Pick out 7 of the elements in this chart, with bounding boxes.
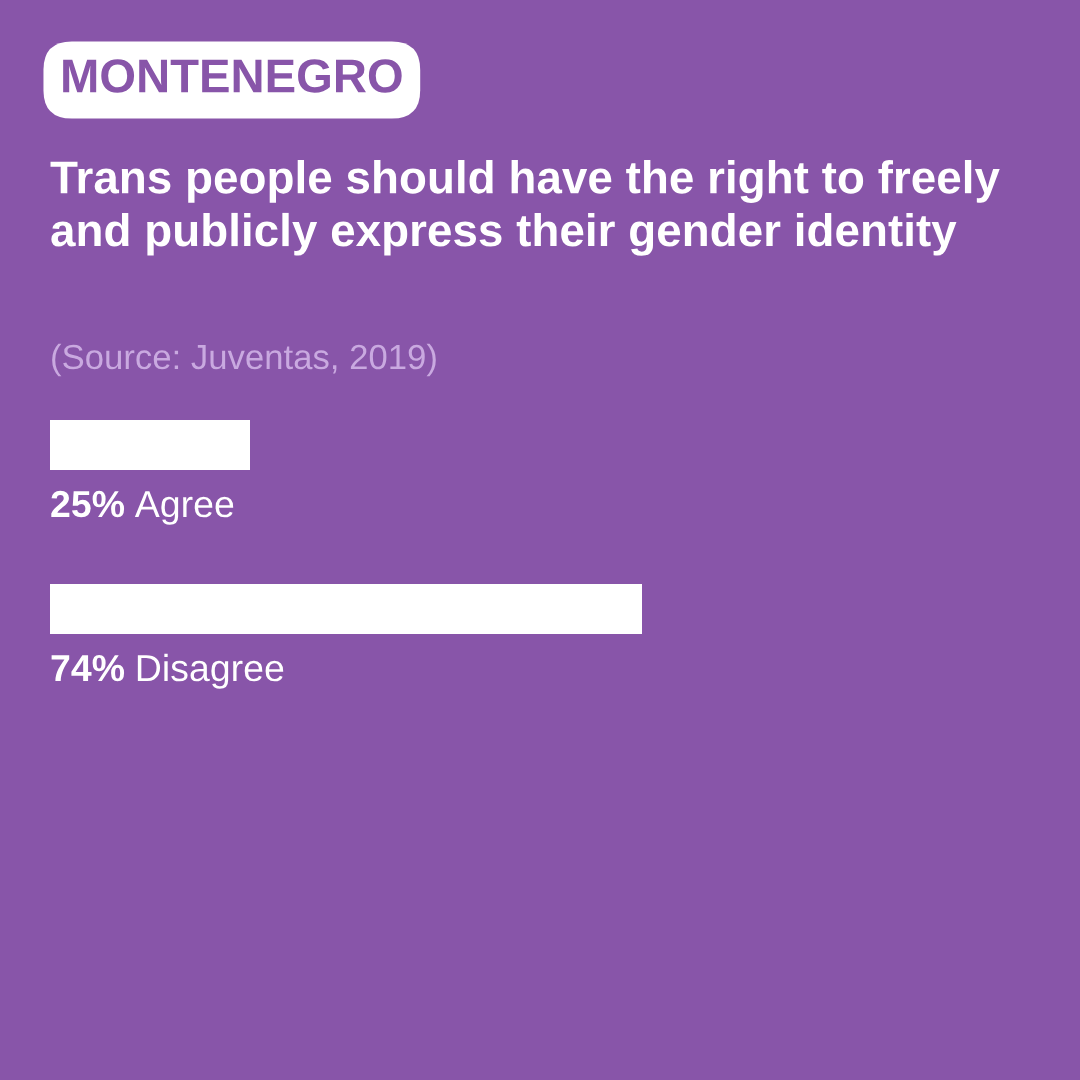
y-tick-label: Disagree (137, 653, 284, 689)
chart-subtitle: Trans people should have the right to freely and publicly express their gender identity (50, 160, 1000, 256)
data-label: 74% (51, 654, 125, 682)
text: (Source: Juventas, 2019) (52, 343, 436, 377)
y-tick-label: Agree (134, 491, 234, 525)
data-label: 25% (51, 490, 125, 518)
chart-title: MONTENEGRO (63, 59, 402, 93)
